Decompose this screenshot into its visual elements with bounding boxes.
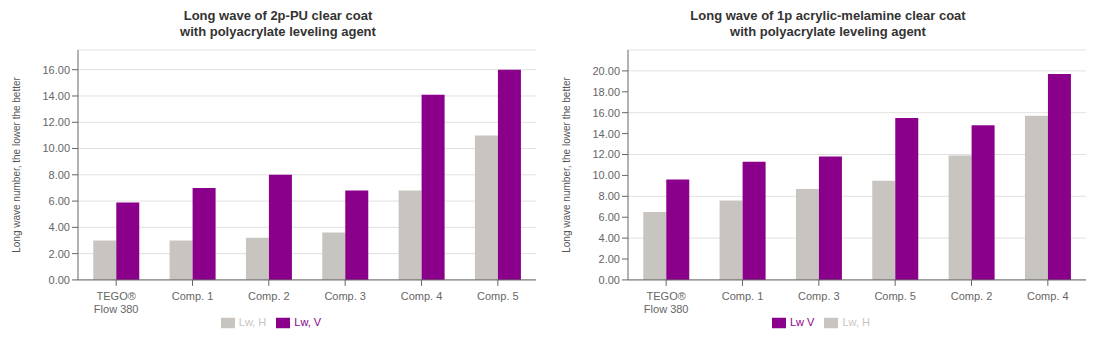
svg-text:Comp. 3: Comp. 3 [324, 290, 366, 302]
svg-text:14.00: 14.00 [592, 128, 620, 140]
svg-text:Comp. 4: Comp. 4 [1027, 290, 1069, 302]
svg-text:Comp. 2: Comp. 2 [951, 290, 993, 302]
svg-text:16.00: 16.00 [42, 64, 70, 76]
svg-text:6.00: 6.00 [599, 211, 620, 223]
svg-text:12.00: 12.00 [592, 148, 620, 160]
svg-text:Comp. 5: Comp. 5 [477, 290, 519, 302]
svg-text:10.00: 10.00 [592, 169, 620, 181]
svg-text:Comp. 1: Comp. 1 [172, 290, 214, 302]
html-text:Lw, H: Lw, H [238, 315, 267, 328]
html-text:with polyacrylate leveling age: with polyacrylate leveling agent [730, 24, 926, 39]
svg-text:6.00: 6.00 [49, 195, 70, 207]
svg-text:TEGO®Flow 380: TEGO®Flow 380 [644, 290, 689, 315]
svg-text:2.00: 2.00 [49, 248, 70, 260]
svg-text:2.00: 2.00 [599, 253, 620, 265]
svg-text:8.00: 8.00 [49, 169, 70, 181]
svg-text:4.00: 4.00 [49, 221, 70, 233]
svg-text:8.00: 8.00 [599, 190, 620, 202]
html-text:Lw, H: Lw, H [842, 315, 870, 328]
svg-text:Comp. 4: Comp. 4 [401, 290, 443, 302]
html-text:Lw V: Lw V [790, 315, 815, 328]
svg-text:0.00: 0.00 [49, 274, 70, 286]
svg-text:20.00: 20.00 [592, 65, 620, 77]
svg-text:12.00: 12.00 [42, 116, 70, 128]
svg-text:Comp. 5: Comp. 5 [874, 290, 916, 302]
svg-text:Comp. 3: Comp. 3 [798, 290, 840, 302]
svg-text:TEGO®Flow 380: TEGO®Flow 380 [94, 290, 139, 315]
svg-text:Comp. 2: Comp. 2 [248, 290, 290, 302]
svg-text:Long wave number, the lower th: Long wave number, the lower the better [561, 76, 572, 252]
html-text:Lw, V: Lw, V [294, 315, 322, 328]
svg-text:Comp. 1: Comp. 1 [722, 290, 764, 302]
svg-text:4.00: 4.00 [599, 232, 620, 244]
svg-text:14.00: 14.00 [42, 90, 70, 102]
svg-text:16.00: 16.00 [592, 107, 620, 119]
svg-text:Long wave number, the lower th: Long wave number, the lower the better [11, 76, 22, 252]
svg-text:18.00: 18.00 [592, 86, 620, 98]
html-text:Long wave of 1p acrylic-melami: Long wave of 1p acrylic-melamine clear c… [690, 8, 966, 23]
svg-text:0.00: 0.00 [599, 274, 620, 286]
svg-text:10.00: 10.00 [42, 142, 70, 154]
html-text:with polyacrylate leveling age: with polyacrylate leveling agent [180, 24, 376, 39]
html-text:Long wave of 2p-PU clear coat: Long wave of 2p-PU clear coat [183, 8, 373, 23]
